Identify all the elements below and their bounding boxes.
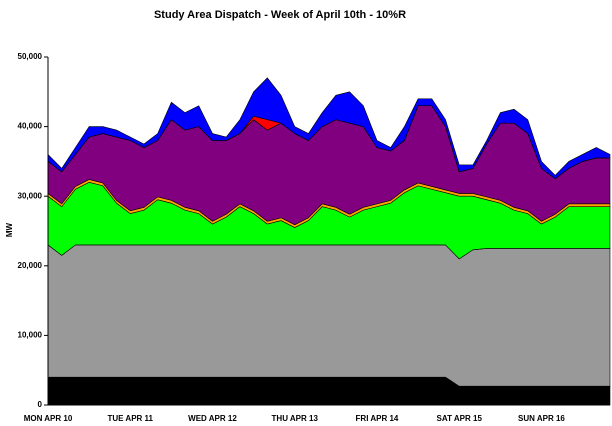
chart-title: Study Area Dispatch - Week of April 10th… [154,9,406,21]
area [47,77,611,180]
x-tick-label: TUE APR 11 [107,414,153,423]
x-tick-label: THU APR 13 [272,414,319,423]
x-tick-label: WED APR 12 [188,414,237,423]
y-tick-label: 40,000 [18,122,43,131]
x-tick-label: SAT APR 15 [437,414,483,423]
area [47,244,611,387]
x-tick-label: SUN APR 16 [518,414,565,423]
y-tick-label: 10,000 [18,331,43,340]
y-tick-label: 50,000 [18,52,43,61]
y-axis-label: MW [5,222,14,237]
x-tick-label: MON APR 10 [24,414,73,423]
x-tick-label: FRI APR 14 [356,414,399,423]
y-tick-label: 0 [38,400,43,409]
y-tick-label: 30,000 [18,191,43,200]
y-tick-label: 20,000 [18,261,43,270]
